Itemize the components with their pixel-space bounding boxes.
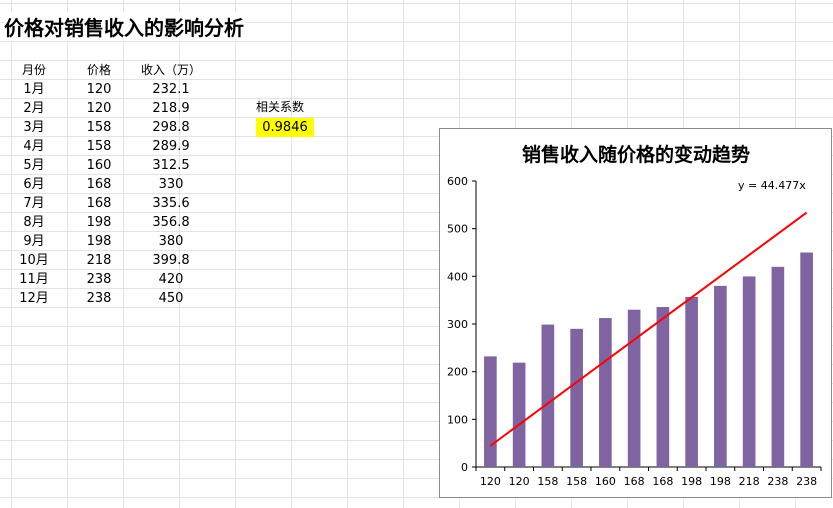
x-tick-label: 218 [739,475,760,488]
cell-month[interactable]: 9月 [23,234,45,249]
x-tick-label: 158 [537,475,558,488]
cell-month[interactable]: 6月 [23,177,45,192]
cell-revenue[interactable]: 450 [158,291,184,306]
x-tick-label: 238 [767,475,788,488]
cell-price[interactable]: 238 [86,272,112,287]
cell-price[interactable]: 218 [86,253,112,268]
x-tick-label: 120 [480,475,501,488]
cell-revenue[interactable]: 356.8 [152,215,190,230]
header-revenue[interactable]: 收入（万） [140,63,201,77]
bar [771,266,785,467]
y-tick-label: 500 [447,223,468,236]
x-tick-label: 238 [796,475,817,488]
trendline-equation: y = 44.477x [738,179,806,192]
y-tick-label: 300 [447,318,468,331]
cell-month[interactable]: 7月 [23,196,45,211]
bar [599,318,612,467]
revenue-chart[interactable]: 销售收入随价格的变动趋势 0 100 200 300 400 500 600 120 120 158… [439,128,832,498]
cell-revenue[interactable]: 218.9 [152,101,190,116]
cell-price[interactable]: 238 [86,291,112,306]
bar [512,362,526,467]
bar [484,356,497,467]
x-tick-label: 168 [652,475,673,488]
cell-month[interactable]: 2月 [23,101,45,116]
x-tick-label: 198 [681,475,702,488]
x-tick-label: 168 [624,475,645,488]
cell-price[interactable]: 160 [86,158,112,173]
bar [685,296,698,467]
bar [541,324,555,467]
cell-revenue[interactable]: 289.9 [152,139,190,154]
chart-canvas: 销售收入随价格的变动趋势 0 100 200 300 400 500 600 120 120 158… [447,143,822,488]
header-month[interactable]: 月份 [21,63,46,77]
cell-revenue[interactable]: 330 [158,177,184,192]
x-tick-label: 158 [566,475,587,488]
cell-month[interactable]: 11月 [19,272,49,287]
cell-month[interactable]: 12月 [19,291,49,306]
y-tick-label: 600 [447,175,468,188]
y-tick-label: 100 [447,413,468,426]
y-tick-label: 0 [461,461,468,474]
x-tick-label: 120 [509,475,530,488]
bar [570,328,583,467]
cell-month[interactable]: 4月 [23,139,45,154]
cell-month[interactable]: 3月 [23,120,45,135]
trendline [489,211,808,447]
bar [800,252,813,467]
x-tick-label: 160 [595,475,616,488]
x-tick-label: 198 [710,475,731,488]
bar [627,309,641,467]
cell-price[interactable]: 158 [86,120,112,135]
bar [742,276,756,467]
cell-price[interactable]: 120 [86,82,112,97]
cell-revenue[interactable]: 232.1 [152,82,190,97]
cell-month[interactable]: 10月 [19,253,49,268]
cell-price[interactable]: 198 [86,234,112,249]
correlation-value[interactable]: 0.9846 [256,118,314,137]
cell-revenue[interactable]: 298.8 [152,120,190,135]
cell-price[interactable]: 120 [86,101,112,116]
cell-price[interactable]: 158 [86,139,112,154]
header-price[interactable]: 价格 [86,63,111,77]
bar [656,307,670,467]
cell-revenue[interactable]: 420 [158,272,184,287]
bar [714,285,727,467]
cell-month[interactable]: 5月 [23,158,45,173]
cell-month[interactable]: 8月 [23,215,45,230]
y-tick-label: 200 [447,366,468,379]
cell-month[interactable]: 1月 [23,82,45,97]
cell-price[interactable]: 198 [86,215,112,230]
correlation-label[interactable]: 相关系数 [255,100,304,114]
cell-revenue[interactable]: 335.6 [152,196,190,211]
y-tick-label: 400 [447,270,468,283]
sheet-title: 价格对销售收入的影响分析 [4,12,246,41]
chart-title: 销售收入随价格的变动趋势 [522,143,750,166]
cell-revenue[interactable]: 312.5 [152,158,190,173]
cell-revenue[interactable]: 380 [158,234,184,249]
cell-revenue[interactable]: 399.8 [152,253,190,268]
cell-price[interactable]: 168 [86,196,112,211]
cell-price[interactable]: 168 [86,177,112,192]
